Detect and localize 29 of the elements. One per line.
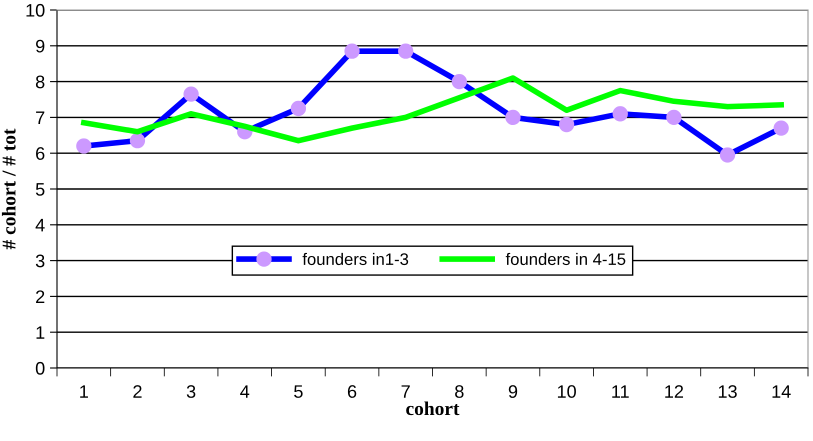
y-tick-label: 7 bbox=[36, 112, 44, 124]
x-tick-label: 5 bbox=[294, 385, 303, 398]
x-tick-label: 7 bbox=[402, 385, 410, 398]
x-tick-label: 2 bbox=[133, 385, 142, 398]
y-tick-label: 2 bbox=[36, 290, 44, 303]
x-tick-label: 10 bbox=[558, 385, 576, 398]
x-tick-label: 14 bbox=[772, 385, 791, 398]
y-tick-label: 4 bbox=[36, 218, 45, 232]
x-tick-label: 6 bbox=[348, 385, 356, 398]
y-tick-label: 9 bbox=[36, 40, 44, 53]
x-tick-label: 13 bbox=[718, 385, 737, 398]
x-axis-title: cohort bbox=[406, 402, 460, 416]
x-tick-label: 1 bbox=[80, 385, 88, 398]
x-tick-label: 12 bbox=[665, 385, 684, 398]
y-tick-label: 5 bbox=[36, 183, 44, 196]
y-tick-label: 3 bbox=[36, 254, 44, 268]
x-tick-label: 4 bbox=[240, 385, 250, 398]
y-tick-label: 0 bbox=[36, 362, 44, 375]
x-tick-label: 3 bbox=[186, 385, 196, 398]
y-axis-title: # cohort / # tot bbox=[2, 128, 16, 250]
y-tick-label: 6 bbox=[36, 147, 44, 160]
x-tick-label: 8 bbox=[455, 385, 464, 398]
x-tick-label: 11 bbox=[612, 385, 629, 398]
y-tick-label: 8 bbox=[36, 76, 44, 88]
y-tick-label: 1 bbox=[36, 326, 44, 339]
y-tick-label: 10 bbox=[26, 4, 44, 17]
legend-label: founders in 4-15 bbox=[506, 252, 626, 266]
legend-label: founders in1-3 bbox=[302, 252, 408, 266]
x-tick-label: 9 bbox=[508, 385, 518, 398]
